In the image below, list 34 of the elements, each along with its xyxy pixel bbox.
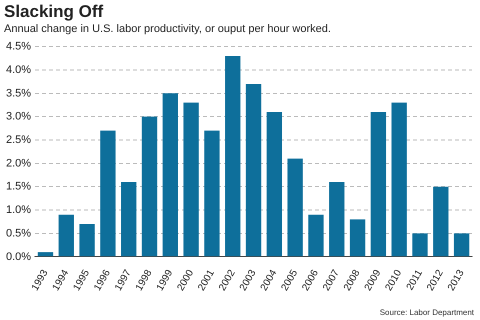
bar [183, 102, 199, 256]
y-tick-label: 2.0% [6, 157, 32, 170]
chart-subtitle: Annual change in U.S. labor productivity, or ouput per hour worked. [4, 23, 331, 35]
bar [121, 182, 136, 256]
y-tick-label: 3.0% [6, 110, 32, 123]
bar [58, 214, 74, 256]
y-tick-label: 2.5% [6, 134, 32, 146]
y-tick-label: 1.5% [6, 180, 32, 193]
bar [79, 224, 95, 256]
bar [225, 56, 240, 256]
y-tick-label: 3.5% [6, 87, 32, 100]
bar [142, 116, 158, 256]
bar [308, 214, 324, 256]
bar [412, 233, 428, 256]
bar [100, 130, 116, 256]
bar [266, 112, 282, 256]
y-tick-label: 0.5% [6, 227, 32, 240]
y-tick-label: 4.0% [6, 64, 32, 76]
y-tick-label: 1.0% [6, 204, 32, 216]
bar [162, 93, 178, 256]
y-tick-label: 4.5% [6, 40, 32, 53]
source-note: Source: Labor Department [380, 308, 474, 317]
bar [246, 84, 262, 256]
chart-title: Slacking Off [4, 2, 104, 22]
bar [350, 219, 366, 256]
y-tick-label: 0.0% [6, 250, 32, 263]
bar [433, 186, 448, 256]
bar [370, 112, 386, 256]
bar [287, 158, 303, 256]
bar [204, 130, 220, 256]
bar [38, 252, 54, 256]
bar [454, 233, 470, 256]
bar [329, 182, 344, 256]
bar [392, 102, 407, 256]
